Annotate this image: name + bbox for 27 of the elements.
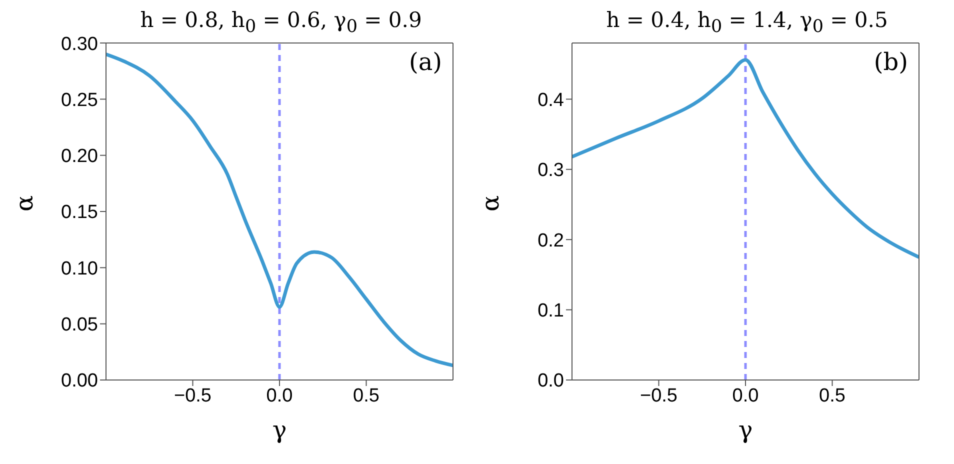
x-tick-label: 0.5 <box>353 385 380 406</box>
y-tick-label: 0.15 <box>61 202 98 224</box>
annotation: (a) <box>408 48 442 76</box>
x-tick-label: −0.5 <box>640 385 678 406</box>
y-tick-label: 0.2 <box>538 230 564 252</box>
y-tick-label: 0.30 <box>61 34 98 55</box>
line-series <box>106 52 453 368</box>
y-tick-label: 0.20 <box>61 146 98 168</box>
x-axis-title: γ <box>738 416 753 444</box>
x-axis-title: γ <box>272 416 287 444</box>
y-tick-label: 0.3 <box>538 160 564 182</box>
x-tick-label: 0.0 <box>732 385 759 406</box>
y-tick-label: 0.10 <box>61 258 98 280</box>
chart-title: h = 0.4, h$_{0}$ = 1.4, γ$_{0}$ = 0.5 <box>605 8 889 38</box>
y-tick-label: 0.0 <box>538 370 564 392</box>
y-tick-label: 0.1 <box>538 300 564 322</box>
y-tick-label: 0.05 <box>61 314 98 336</box>
y-axis-title: α <box>10 195 39 212</box>
y-tick-label: 0.00 <box>61 370 98 392</box>
y-axis-title: α <box>476 195 505 212</box>
y-tick-label: 0.4 <box>538 90 564 111</box>
x-tick-label: −0.5 <box>174 385 212 406</box>
x-tick-label: 0.5 <box>819 385 846 406</box>
y-tick-label: 0.25 <box>61 90 98 111</box>
annotation: (b) <box>874 48 908 76</box>
x-tick-label: 0.0 <box>266 385 293 406</box>
chart-title: h = 0.8, h$_{0}$ = 0.6, γ$_{0}$ = 0.9 <box>140 8 422 38</box>
